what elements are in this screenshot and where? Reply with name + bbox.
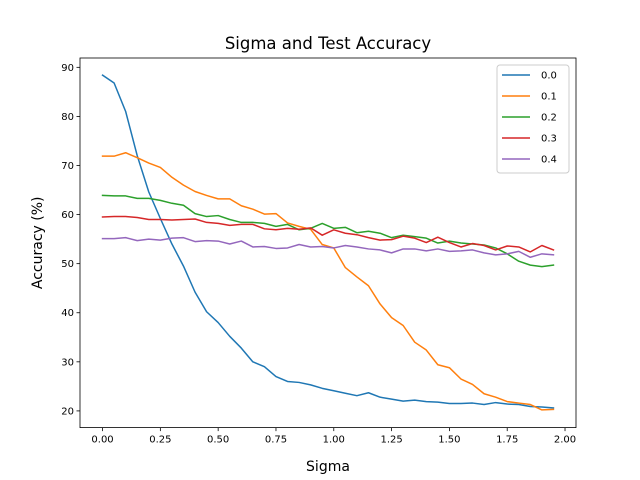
x-axis-label: Sigma xyxy=(306,459,350,475)
x-tick-label: 0.50 xyxy=(207,435,229,446)
legend-label-0.2: 0.2 xyxy=(541,113,557,124)
legend: 0.0 0.1 0.2 0.3 0.4 xyxy=(496,64,570,174)
y-tick-label: 80 xyxy=(61,112,74,123)
y-tick-label: 40 xyxy=(61,308,74,319)
plot-frame xyxy=(79,57,577,429)
legend-label-0.4: 0.4 xyxy=(541,155,557,166)
series-line-0.1 xyxy=(101,151,555,411)
y-tick-label: 20 xyxy=(61,406,74,417)
y-tick-label: 50 xyxy=(61,259,74,270)
x-tick-label: 0.25 xyxy=(149,435,171,446)
y-axis-ticks: 20 30 40 50 60 70 80 90 xyxy=(61,63,80,417)
y-tick-label: 30 xyxy=(61,357,74,368)
x-axis-ticks: 0.00 0.25 0.50 0.75 1.00 1.25 1.50 1.75 2.00 xyxy=(91,427,576,446)
series-layer xyxy=(101,74,555,411)
legend-label-0.3: 0.3 xyxy=(541,134,557,145)
x-tick-label: 1.75 xyxy=(496,435,518,446)
y-tick-label: 90 xyxy=(61,63,74,74)
legend-label-0.0: 0.0 xyxy=(541,71,557,82)
chart-title: Sigma and Test Accuracy xyxy=(225,34,432,53)
x-tick-label: 1.50 xyxy=(438,435,460,446)
series-line-0.3 xyxy=(101,215,555,253)
y-tick-label: 60 xyxy=(61,210,74,221)
y-axis-label: Accuracy (%) xyxy=(30,197,46,290)
legend-label-0.1: 0.1 xyxy=(541,92,557,103)
series-line-0.4 xyxy=(101,236,555,259)
x-tick-label: 1.00 xyxy=(323,435,345,446)
series-line-0.0 xyxy=(101,74,555,409)
plot-area xyxy=(80,58,576,428)
x-tick-label: 0.75 xyxy=(265,435,287,446)
x-tick-label: 2.00 xyxy=(554,435,576,446)
y-tick-label: 70 xyxy=(61,161,74,172)
x-tick-label: 1.25 xyxy=(380,435,402,446)
legend-frame xyxy=(496,64,570,174)
x-tick-label: 0.00 xyxy=(91,435,113,446)
